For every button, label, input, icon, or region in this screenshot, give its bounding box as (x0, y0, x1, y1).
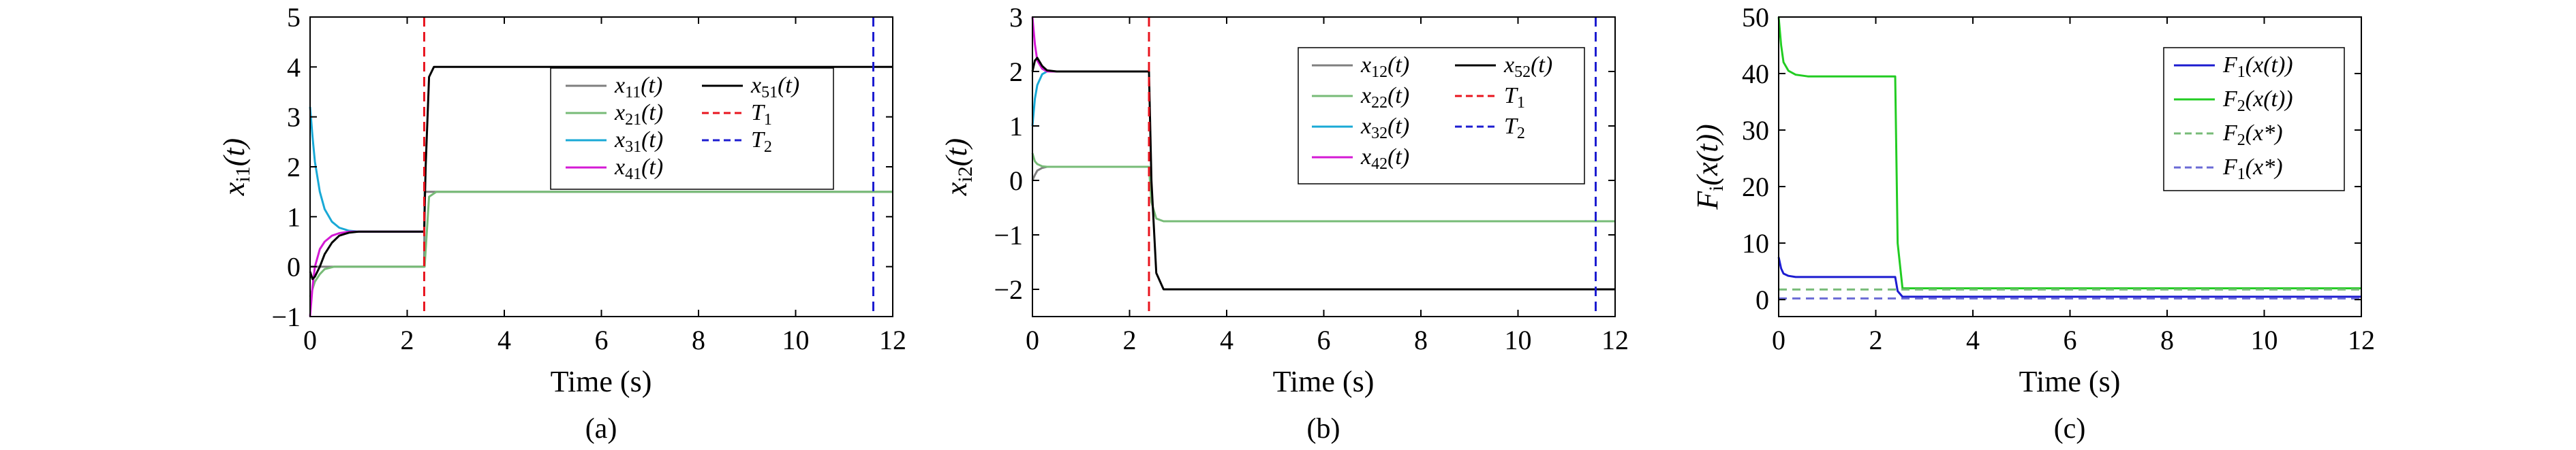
legend-label-b-5: T2 (1504, 114, 1525, 142)
x-ticks-c: 0 2 4 6 8 10 12 (1772, 17, 2375, 355)
x-tick-label-b-0: 0 (1026, 325, 1039, 355)
y-tick-label-b-4: 2 (1009, 57, 1023, 87)
x-tick-label-a-2: 4 (497, 325, 511, 355)
x-tick-label-c-6: 12 (2348, 325, 2375, 355)
legend-label-c-3: F1(x*) (2222, 155, 2283, 183)
x-tick-label-b-4: 8 (1414, 325, 1428, 355)
y-tick-label-b-1: −1 (994, 220, 1023, 251)
x-tick-label-b-2: 4 (1220, 325, 1233, 355)
panel-label-b: (b) (1307, 413, 1340, 445)
x-tick-label-c-1: 2 (1869, 325, 1883, 355)
x-tick-label-c-4: 8 (2160, 325, 2174, 355)
x-ticks-a: 0 2 4 6 8 10 12 (303, 17, 906, 355)
legend-b: x12(t) x52(t) x22(t) T1 x32(t) T2 x42(t) (1298, 47, 1585, 184)
x-axis-label-c: Time (s) (2019, 365, 2121, 398)
y-tick-label-a-2: 1 (287, 202, 301, 232)
x-tick-label-a-6: 12 (879, 325, 906, 355)
x-axis-label-a: Time (s) (551, 365, 652, 398)
legend-label-b-1: x52(t) (1503, 52, 1552, 81)
y-tick-label-a-0: −1 (271, 302, 301, 332)
y-ticks-c: 0 10 20 30 40 50 (1742, 2, 2361, 315)
y-ticks-b: −2 −1 0 1 2 3 (994, 2, 1615, 305)
y-tick-label-b-2: 0 (1009, 165, 1023, 196)
vline-layer-b (1148, 17, 1597, 317)
y-tick-label-c-1: 10 (1742, 228, 1769, 259)
series-layer-b (1031, 16, 1615, 291)
y-tick-label-b-0: −2 (994, 274, 1023, 305)
legend-items-a: x11(t) x51(t) x21(t) T1 x31(t) T2 x41(t) (566, 73, 799, 183)
y-tick-label-c-2: 20 (1742, 172, 1769, 202)
y-axis-label-c: Fi(x(t)) (1691, 124, 1728, 210)
y-axis-label-a: xi1(t) (217, 138, 254, 196)
series-line-b-4 (1031, 57, 1615, 291)
legend-box-c (2163, 47, 2345, 191)
y-tick-label-c-0: 0 (1755, 285, 1769, 315)
series-line-a-4 (309, 65, 893, 280)
x-tick-label-a-1: 2 (401, 325, 414, 355)
x-tick-label-b-3: 6 (1317, 325, 1331, 355)
y-tick-label-a-3: 2 (287, 152, 301, 182)
legend-label-b-6: x42(t) (1360, 144, 1409, 173)
legend-items-b: x12(t) x52(t) x22(t) T1 x32(t) T2 x42(t) (1312, 52, 1552, 173)
series-line-b-1 (1031, 152, 1615, 223)
x-tick-label-b-1: 2 (1123, 325, 1137, 355)
legend-label-a-1: x51(t) (750, 73, 799, 101)
y-tick-label-a-5: 4 (287, 52, 301, 82)
y-tick-label-c-4: 40 (1742, 59, 1769, 89)
legend-label-c-2: F2(x*) (2222, 120, 2283, 149)
y-tick-label-c-3: 30 (1742, 115, 1769, 146)
x-axis-label-b: Time (s) (1273, 365, 1375, 398)
y-tick-label-b-5: 3 (1009, 2, 1023, 33)
legend-label-a-0: x11(t) (614, 73, 662, 101)
series-layer-a (309, 65, 893, 317)
y-tick-label-a-6: 5 (287, 2, 301, 33)
legend-a: x11(t) x51(t) x21(t) T1 x31(t) T2 x41(t) (550, 67, 834, 190)
legend-box-b (1298, 47, 1585, 184)
x-tick-label-c-0: 0 (1772, 325, 1785, 355)
y-ticks-a: −1 0 1 2 3 4 5 (271, 2, 893, 332)
legend-label-c-0: F1(x(t)) (2222, 52, 2293, 81)
x-ticks-b: 0 2 4 6 8 10 12 (1026, 17, 1629, 355)
series-line-c-0 (1777, 257, 2361, 298)
y-tick-label-a-4: 3 (287, 102, 301, 133)
series-layer-c (1777, 16, 2361, 300)
y-tick-label-a-1: 0 (287, 252, 301, 283)
legend-label-a-5: T2 (751, 127, 772, 156)
x-tick-label-c-3: 6 (2064, 325, 2077, 355)
legend-box-a (550, 67, 834, 190)
panel-label-a: (a) (585, 413, 617, 445)
legend-label-b-3: T1 (1504, 83, 1525, 112)
legend-label-a-2: x21(t) (614, 100, 663, 129)
vline-layer-a (423, 17, 874, 317)
y-tick-label-c-5: 50 (1742, 2, 1769, 33)
legend-label-a-6: x41(t) (614, 155, 663, 183)
x-tick-label-a-3: 6 (595, 325, 609, 355)
legend-label-a-3: T1 (751, 100, 772, 129)
y-tick-label-b-3: 1 (1009, 111, 1023, 142)
x-tick-label-b-5: 10 (1505, 325, 1532, 355)
x-tick-label-c-5: 10 (2251, 325, 2278, 355)
series-line-c-1 (1777, 16, 2361, 289)
legend-label-c-1: F2(x(t)) (2222, 86, 2293, 115)
x-tick-label-a-4: 8 (692, 325, 705, 355)
x-tick-label-a-0: 0 (303, 325, 317, 355)
x-tick-label-c-2: 4 (1966, 325, 1980, 355)
legend-c: F1(x(t)) F2(x(t)) F2(x*) F1(x*) (2163, 47, 2345, 191)
legend-label-b-2: x22(t) (1360, 83, 1409, 112)
series-line-a-1 (309, 191, 893, 298)
legend-label-b-4: x32(t) (1360, 114, 1409, 142)
x-tick-label-b-6: 12 (1601, 325, 1629, 355)
legend-label-a-4: x31(t) (614, 127, 663, 156)
y-axis-label-b: xi2(t) (940, 138, 977, 196)
panel-label-c: (c) (2054, 413, 2086, 445)
legend-items-c: F1(x(t)) F2(x(t)) F2(x*) F1(x*) (2174, 52, 2293, 183)
legend-label-b-0: x12(t) (1360, 52, 1409, 81)
x-tick-label-a-5: 10 (782, 325, 810, 355)
